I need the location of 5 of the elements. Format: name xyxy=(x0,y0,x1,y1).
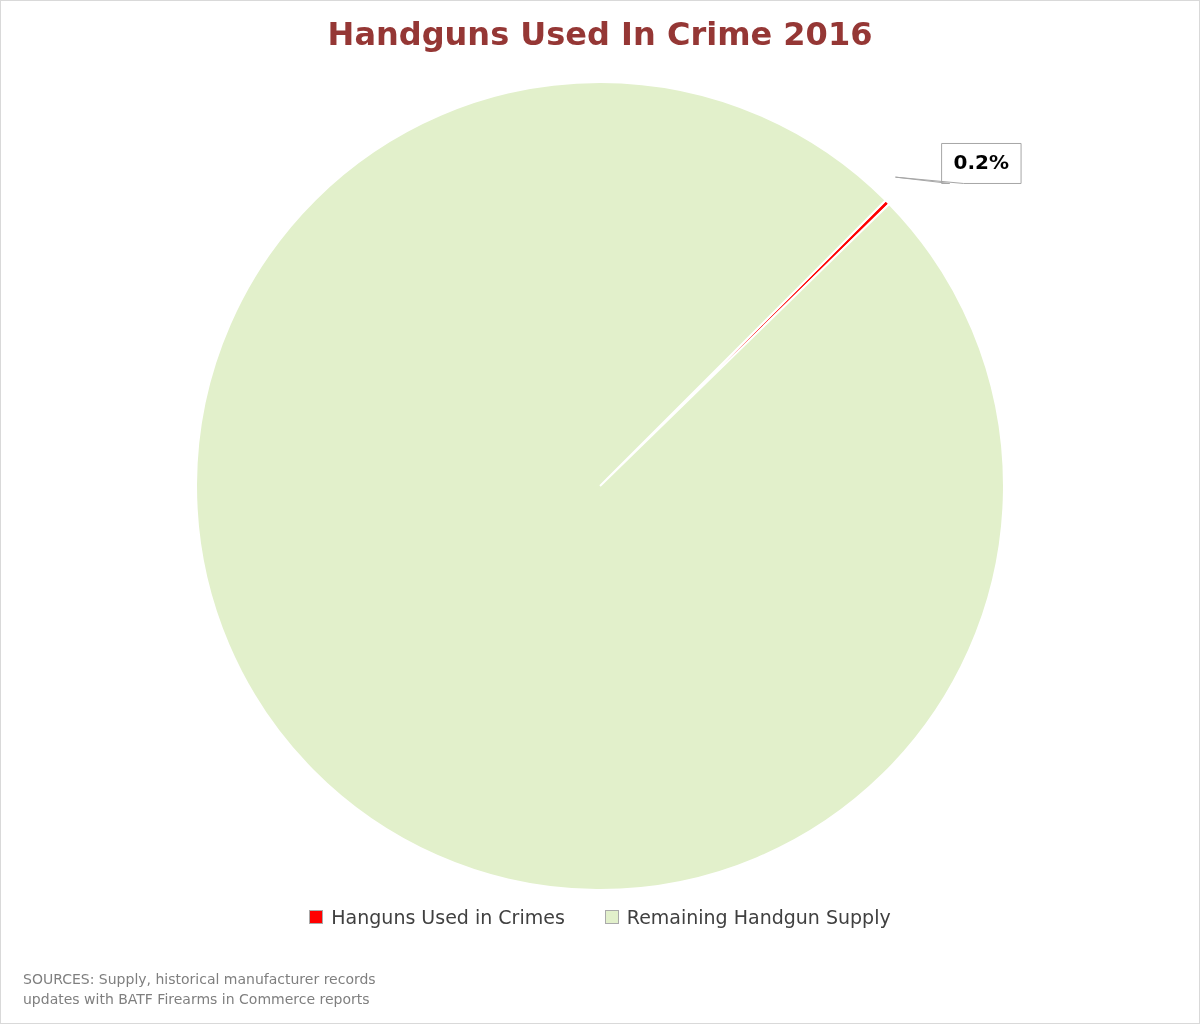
data-label: 0.2% xyxy=(953,149,1010,174)
source-note: SOURCES: Supply, historical manufacturer records updates with BATF Firearms in Commerce reports xyxy=(23,970,377,1009)
legend-label: Remaining Handgun Supply xyxy=(626,906,891,928)
chart-title: Handguns Used In Crime 2016 xyxy=(326,15,874,53)
legend-label: Hanguns Used in Crimes xyxy=(331,906,565,928)
